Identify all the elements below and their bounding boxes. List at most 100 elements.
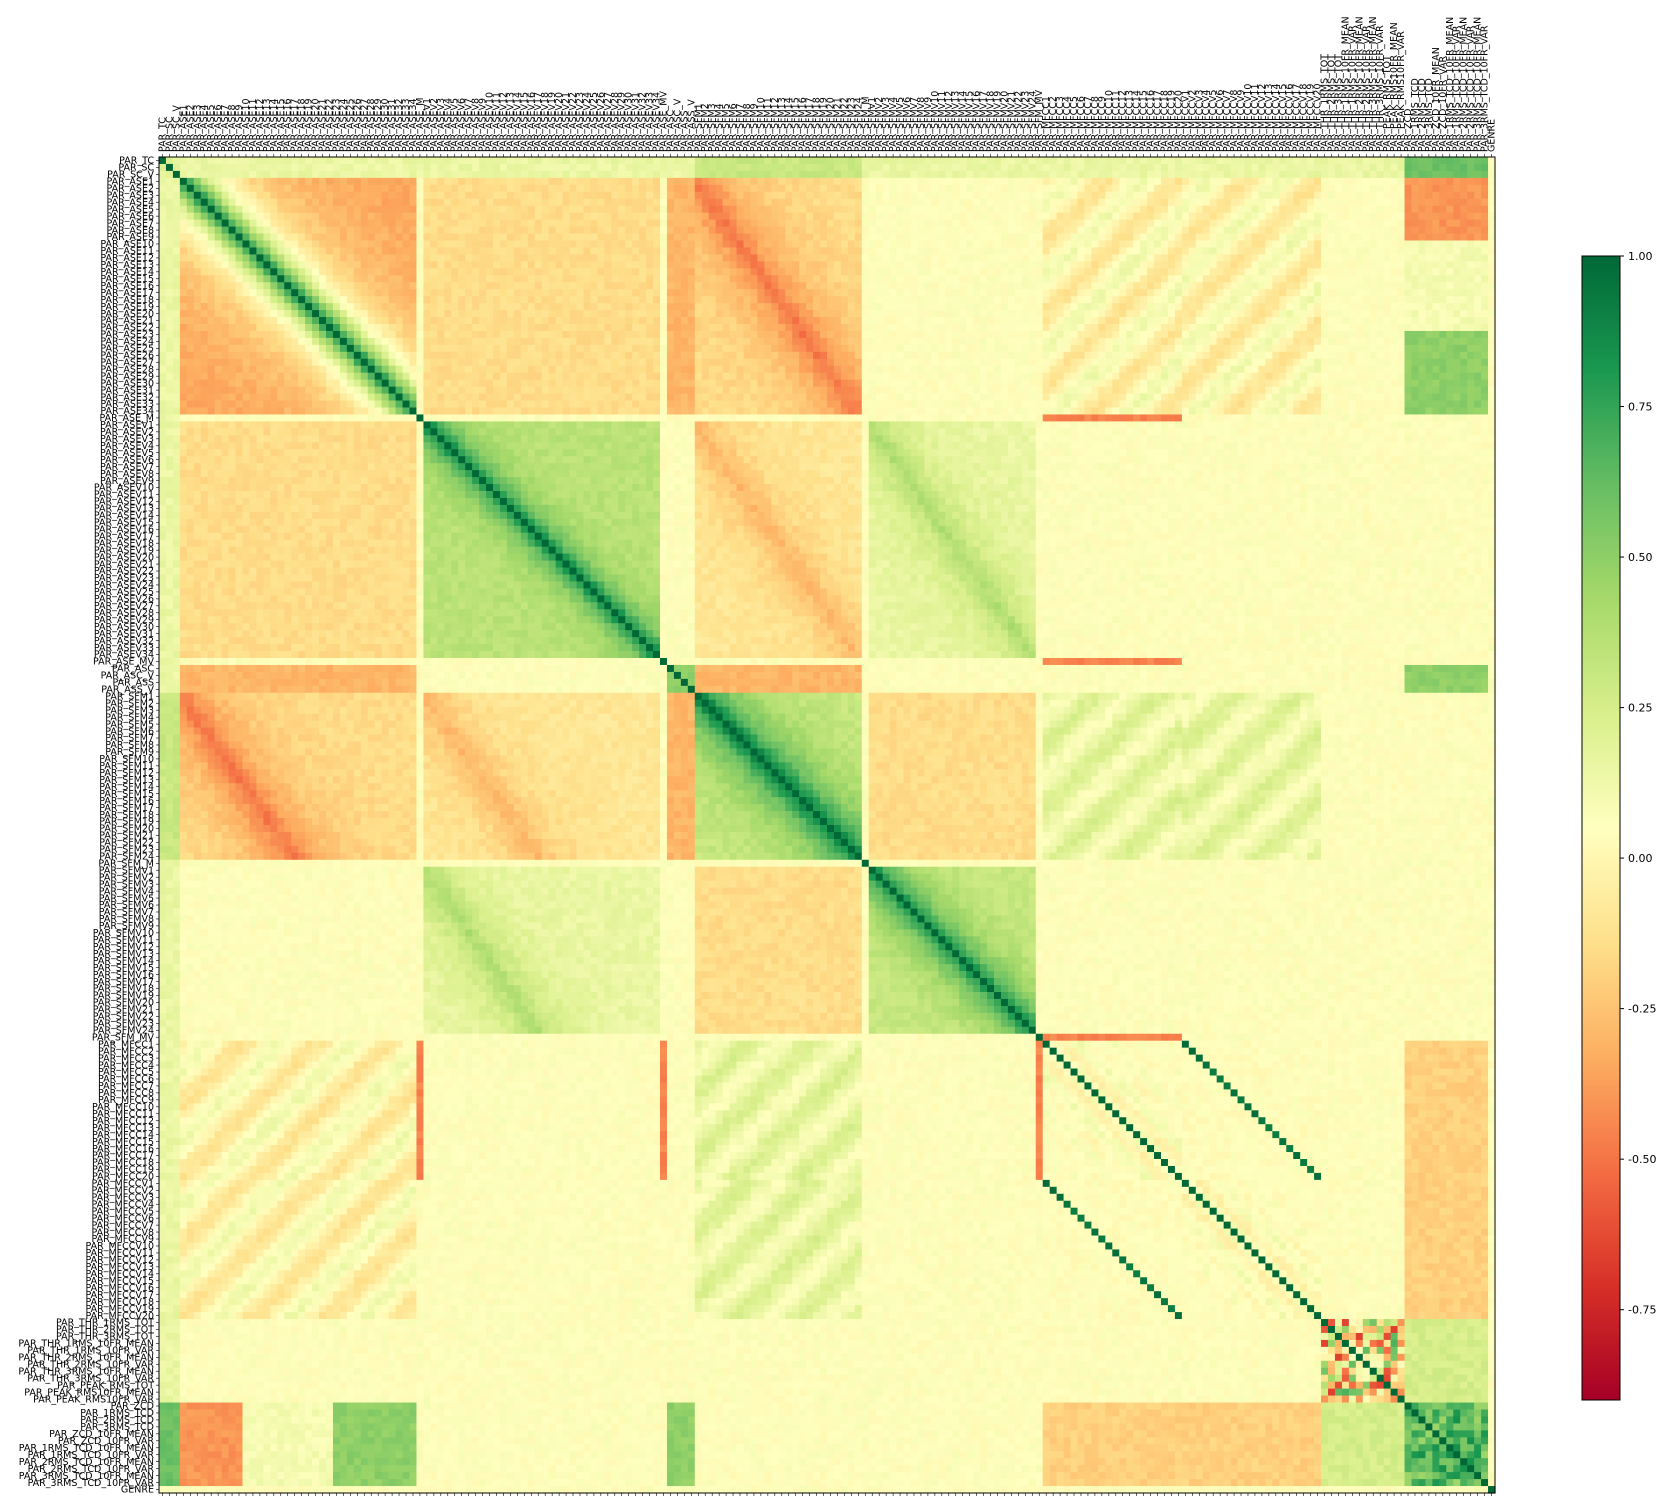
heatmap-cell: [305, 289, 313, 297]
heatmap-cell: [994, 241, 1002, 249]
heatmap-cell: [1105, 296, 1113, 304]
heatmap-cell: [243, 310, 251, 318]
heatmap-cell: [987, 192, 995, 200]
heatmap-cell: [709, 192, 717, 200]
heatmap-cell: [1356, 310, 1364, 318]
heatmap-cell: [1210, 317, 1218, 325]
heatmap-cell: [1091, 157, 1099, 165]
heatmap-cell: [486, 247, 494, 255]
heatmap-cell: [1217, 206, 1225, 214]
heatmap-cell: [1140, 289, 1148, 297]
heatmap-cell: [1474, 213, 1482, 221]
heatmap-cell: [590, 254, 598, 262]
heatmap-cell: [855, 282, 863, 290]
heatmap-cell: [1245, 275, 1253, 283]
heatmap-cell: [236, 171, 244, 179]
heatmap-cell: [1196, 282, 1204, 290]
heatmap-cell: [382, 227, 390, 235]
heatmap-cell: [333, 185, 341, 193]
heatmap-cell: [1258, 227, 1266, 235]
heatmap-cell: [1224, 185, 1232, 193]
heatmap-cell: [1029, 261, 1037, 269]
heatmap-cell: [326, 296, 334, 304]
heatmap-cell: [298, 268, 306, 276]
heatmap-cell: [208, 241, 216, 249]
heatmap-cell: [1453, 268, 1461, 276]
heatmap-cell: [291, 185, 299, 193]
heatmap-cell: [848, 192, 856, 200]
heatmap-cell: [396, 185, 404, 193]
heatmap-cell: [1036, 261, 1044, 269]
heatmap-cell: [1446, 164, 1454, 172]
heatmap-cell: [333, 213, 341, 221]
heatmap-cell: [924, 310, 932, 318]
heatmap-cell: [590, 178, 598, 186]
heatmap-cell: [681, 317, 689, 325]
heatmap-cell: [688, 303, 696, 311]
heatmap-cell: [1029, 185, 1037, 193]
heatmap-cell: [507, 192, 515, 200]
heatmap-cell: [1105, 303, 1113, 311]
heatmap-cell: [1008, 206, 1016, 214]
heatmap-cell: [1398, 303, 1406, 311]
heatmap-cell: [1154, 303, 1162, 311]
heatmap-cell: [1328, 282, 1336, 290]
heatmap-cell: [1140, 331, 1148, 339]
heatmap-cell: [270, 310, 278, 318]
heatmap-cell: [305, 220, 313, 228]
heatmap-cell: [361, 234, 369, 242]
heatmap-cell: [952, 268, 960, 276]
heatmap-cell: [222, 185, 230, 193]
heatmap-cell: [263, 303, 271, 311]
heatmap-cell: [653, 171, 661, 179]
heatmap-cell: [305, 254, 313, 262]
heatmap-cell: [1105, 178, 1113, 186]
heatmap-cell: [820, 247, 828, 255]
heatmap-cell: [820, 331, 828, 339]
heatmap-cell: [1203, 331, 1211, 339]
heatmap-cell: [1098, 254, 1106, 262]
heatmap-cell: [869, 213, 877, 221]
heatmap-cell: [1168, 192, 1176, 200]
heatmap-cell: [326, 289, 334, 297]
heatmap-cell: [1481, 310, 1489, 318]
heatmap-cell: [347, 220, 355, 228]
heatmap-cell: [166, 282, 174, 290]
heatmap-cell: [945, 157, 953, 165]
heatmap-cell: [444, 282, 452, 290]
heatmap-cell: [243, 317, 251, 325]
heatmap-cell: [451, 296, 459, 304]
heatmap-cell: [653, 310, 661, 318]
heatmap-cell: [277, 171, 285, 179]
heatmap-cell: [980, 220, 988, 228]
heatmap-cell: [1488, 220, 1496, 228]
heatmap-cell: [660, 241, 668, 249]
heatmap-cell: [980, 171, 988, 179]
heatmap-cell: [1050, 268, 1058, 276]
heatmap-cell: [1418, 247, 1426, 255]
heatmap-cell: [1022, 247, 1030, 255]
heatmap-cell: [1105, 275, 1113, 283]
heatmap-cell: [1335, 185, 1343, 193]
heatmap-cell: [1335, 157, 1343, 165]
heatmap-cell: [1217, 213, 1225, 221]
heatmap-cell: [1015, 220, 1023, 228]
heatmap-cell: [1036, 227, 1044, 235]
heatmap-cell: [952, 296, 960, 304]
heatmap-cell: [521, 199, 529, 207]
heatmap-cell: [681, 303, 689, 311]
heatmap-cell: [410, 164, 418, 172]
heatmap-cell: [1272, 254, 1280, 262]
heatmap-cell: [862, 296, 870, 304]
heatmap-cell: [1342, 296, 1350, 304]
heatmap-cell: [1405, 296, 1413, 304]
heatmap-cell: [730, 227, 738, 235]
heatmap-cell: [583, 178, 591, 186]
heatmap-cell: [423, 178, 431, 186]
heatmap-cell: [646, 220, 654, 228]
heatmap-cell: [904, 261, 912, 269]
heatmap-cell: [917, 331, 925, 339]
heatmap-cell: [187, 247, 195, 255]
heatmap-cell: [1029, 331, 1037, 339]
heatmap-cell: [952, 303, 960, 311]
